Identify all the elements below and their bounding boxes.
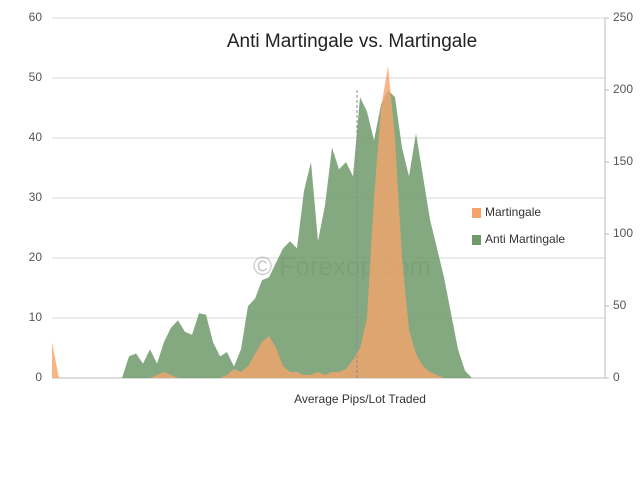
y2-tick-label: 0 xyxy=(613,370,620,384)
y2-tick-label: 50 xyxy=(613,298,627,312)
legend-swatch xyxy=(472,235,481,245)
legend-swatch xyxy=(472,208,481,218)
y-tick-label: 60 xyxy=(29,10,43,24)
y-tick-label: 50 xyxy=(29,70,43,84)
y2-tick-label: 200 xyxy=(613,82,633,96)
y-tick-label: 0 xyxy=(35,370,42,384)
legend-label: Martingale xyxy=(485,205,541,219)
y-tick-label: 10 xyxy=(29,310,43,324)
x-axis-title: Average Pips/Lot Traded xyxy=(294,392,426,406)
y-tick-label: 30 xyxy=(29,190,43,204)
area xyxy=(52,90,605,378)
legend-label: Anti Martingale xyxy=(485,232,565,246)
y-tick-label: 20 xyxy=(29,250,43,264)
chart-title: Anti Martingale vs. Martingale xyxy=(227,31,477,52)
y-tick-label: 40 xyxy=(29,130,43,144)
y2-tick-label: 100 xyxy=(613,226,633,240)
y2-tick-label: 150 xyxy=(613,154,633,168)
y2-tick-label: 250 xyxy=(613,10,633,24)
